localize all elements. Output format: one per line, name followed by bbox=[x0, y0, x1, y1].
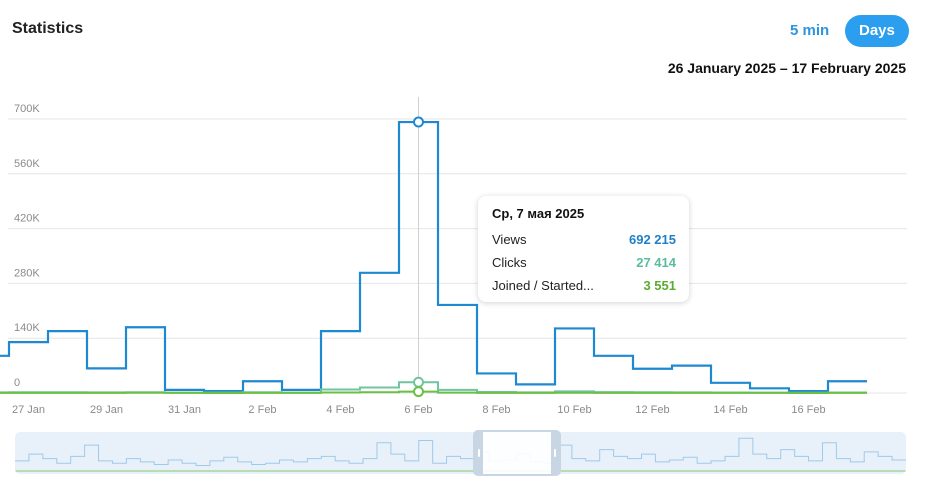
x-tick-label: 31 Jan bbox=[168, 404, 201, 416]
zoom-days-button[interactable]: Days bbox=[845, 15, 909, 47]
y-tick-label: 420K bbox=[14, 213, 40, 225]
date-range-label: 26 January 2025 – 17 February 2025 bbox=[667, 60, 906, 76]
tooltip-value-clicks: 27 414 bbox=[636, 255, 676, 270]
navigator-right-handle[interactable] bbox=[551, 432, 559, 474]
highlight-point bbox=[413, 386, 424, 398]
tooltip-row-views: Views 692 215 bbox=[492, 232, 676, 250]
navigator-left-handle[interactable] bbox=[475, 432, 483, 474]
navigator-window[interactable] bbox=[473, 430, 561, 476]
tooltip-label-views: Views bbox=[492, 232, 527, 247]
y-tick-label: 0 bbox=[14, 377, 20, 389]
y-tick-label: 560K bbox=[14, 158, 40, 170]
tooltip-value-views: 692 215 bbox=[629, 232, 676, 247]
series-views-line bbox=[0, 120, 867, 393]
tooltip-row-clicks: Clicks 27 414 bbox=[492, 255, 676, 273]
y-tick-label: 700K bbox=[14, 103, 40, 115]
page-title: Statistics bbox=[12, 20, 84, 37]
tooltip-row-joined: Joined / Started... 3 551 bbox=[492, 278, 676, 296]
x-tick-label: 10 Feb bbox=[557, 404, 591, 416]
tooltip-date: Ср, 7 мая 2025 bbox=[492, 206, 585, 221]
tooltip-value-joined: 3 551 bbox=[643, 278, 676, 293]
y-tick-label: 140K bbox=[14, 322, 40, 334]
x-tick-label: 2 Feb bbox=[248, 404, 276, 416]
x-tick-label: 12 Feb bbox=[635, 404, 669, 416]
tooltip-label-joined: Joined / Started... bbox=[492, 278, 594, 293]
highlight-point bbox=[413, 116, 424, 128]
x-tick-label: 29 Jan bbox=[90, 404, 123, 416]
chart-tooltip: Ср, 7 мая 2025 Views 692 215 Clicks 27 4… bbox=[478, 196, 689, 302]
zoom-5min-button[interactable]: 5 min bbox=[790, 22, 830, 39]
x-tick-label: 8 Feb bbox=[482, 404, 510, 416]
tooltip-label-clicks: Clicks bbox=[492, 255, 527, 270]
range-navigator[interactable] bbox=[15, 432, 906, 474]
highlight-point bbox=[413, 376, 424, 388]
x-tick-label: 6 Feb bbox=[404, 404, 432, 416]
y-tick-label: 280K bbox=[14, 267, 40, 279]
navigator-preview bbox=[15, 437, 906, 472]
x-tick-label: 4 Feb bbox=[326, 404, 354, 416]
x-tick-label: 14 Feb bbox=[713, 404, 747, 416]
navigator-views-line bbox=[15, 437, 906, 466]
x-tick-label: 16 Feb bbox=[791, 404, 825, 416]
x-tick-label: 27 Jan bbox=[12, 404, 45, 416]
